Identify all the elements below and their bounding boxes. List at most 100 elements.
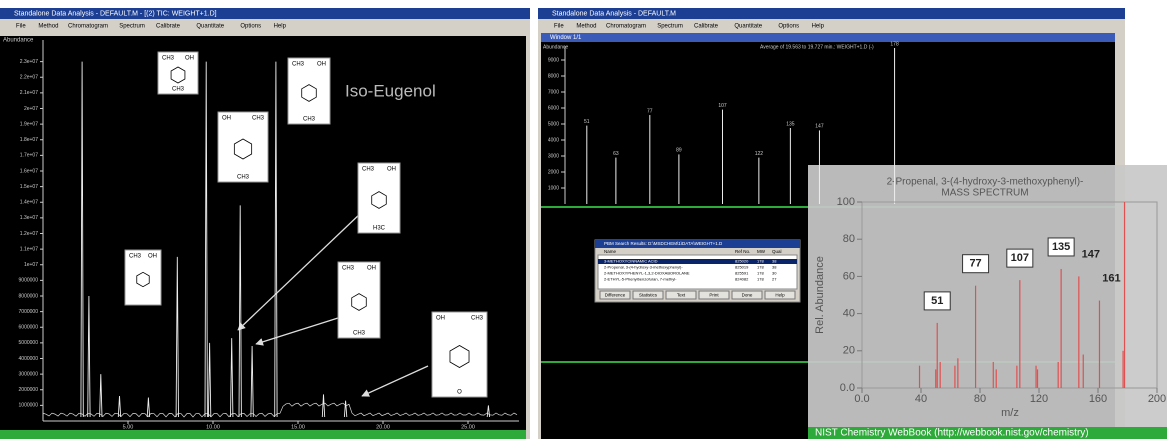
y-tick-label: 1.4e+07 — [20, 200, 38, 206]
y-tick-label: 7000 — [548, 89, 559, 95]
structure-label: CH3 — [172, 87, 185, 93]
menu-item[interactable]: Spectrum — [657, 24, 683, 30]
y-tick-label: 1.8e+07 — [20, 137, 38, 143]
x-tick-label: 5.00 — [123, 424, 134, 430]
y-axis-label: Rel. Abundance — [814, 256, 826, 334]
y-tick-label: 1.9e+07 — [20, 121, 38, 127]
structure-label: H3C — [373, 226, 386, 232]
menu-item[interactable]: Options — [240, 24, 261, 30]
menu-item[interactable]: Spectrum — [119, 24, 145, 30]
structure-label: OH — [317, 62, 326, 68]
subwindow-bar — [541, 33, 1115, 42]
window-title: Standalone Data Analysis - DEFAULT.M — [552, 10, 676, 17]
y-tick-label: 2000 — [548, 169, 559, 175]
y-tick-label: 100 — [837, 196, 855, 208]
button-label[interactable]: Statistics — [639, 293, 658, 298]
result-cell[interactable]: 30 — [772, 271, 777, 276]
result-cell[interactable]: 38 — [772, 265, 777, 270]
menu-item[interactable]: Chromatogram — [606, 24, 646, 30]
footer: NIST Chemistry WebBook (http://webbook.n… — [815, 428, 1089, 439]
y-tick-label: 1.1e+07 — [20, 246, 38, 252]
y-tick-label: 1.6e+07 — [20, 168, 38, 174]
structure-box — [358, 163, 400, 233]
x-axis-label: m/z — [1001, 407, 1019, 419]
result-cell[interactable]: 825019 — [735, 265, 749, 270]
result-cell[interactable]: 825591 — [735, 271, 749, 276]
peak-label: 51 — [931, 295, 943, 307]
menu-item[interactable]: Quantitate — [196, 24, 224, 30]
y-tick-label: 2.1e+07 — [20, 90, 38, 96]
y-tick-label: 2000000 — [19, 387, 39, 393]
peak-label: 77 — [647, 108, 653, 114]
peak-label: 135 — [1052, 241, 1070, 253]
structure-label: CH3 — [353, 331, 366, 337]
result-cell[interactable]: 178 — [757, 259, 764, 264]
window-title: Standalone Data Analysis - DEFAULT.M - [… — [14, 10, 217, 17]
y-tick-label: 4000000 — [19, 356, 39, 362]
y-tick-label: 5000 — [548, 121, 559, 127]
structure-label: OH — [222, 116, 231, 122]
peak-label: 147 — [1082, 248, 1100, 260]
structure-box — [218, 112, 268, 182]
y-axis-label: Abundance — [3, 38, 34, 44]
y-tick-label: 9000 — [548, 57, 559, 63]
x-tick-label: 20.00 — [376, 424, 390, 430]
structure-label: CH3 — [362, 167, 375, 173]
structure-label: OH — [367, 266, 376, 272]
menu-item[interactable]: File — [554, 24, 564, 30]
menu-item[interactable]: Method — [38, 24, 58, 30]
result-cell[interactable]: 178 — [757, 271, 764, 276]
button-label[interactable]: Help — [775, 293, 785, 298]
y-tick-label: 2e+07 — [24, 106, 38, 112]
button-label[interactable]: Text — [677, 293, 686, 298]
result-cell[interactable]: 2-Propenal, 3-(4-hydroxy-3-methoxyphenyl… — [604, 265, 683, 270]
y-tick-label: 2.2e+07 — [20, 75, 38, 81]
menu-item[interactable]: Calibrate — [694, 24, 719, 30]
button-label[interactable]: Difference — [605, 293, 626, 298]
result-cell[interactable]: 825020 — [735, 259, 749, 264]
menu-item[interactable]: Help — [812, 24, 825, 30]
result-cell[interactable]: 27 — [772, 277, 777, 282]
menu-item[interactable]: Options — [778, 24, 799, 30]
annotation: Iso-Eugenol — [345, 81, 436, 100]
menu-item[interactable]: File — [16, 24, 26, 30]
subwindow-title: Window 1/1 — [550, 35, 582, 41]
result-cell[interactable]: 3-METHOXYCINNAMIC ACID — [604, 259, 658, 264]
y-tick-label: 6000 — [548, 105, 559, 111]
menu-item[interactable]: Chromatogram — [68, 24, 108, 30]
menu-item[interactable]: Quantitate — [734, 24, 762, 30]
button-label[interactable]: Done — [742, 293, 753, 298]
y-tick-label: 40 — [843, 308, 855, 320]
y-tick-label: 1.2e+07 — [20, 231, 38, 237]
result-cell[interactable]: 38 — [772, 259, 777, 264]
result-cell[interactable]: 2-ETHYL-5-Phenylbenzofuran, 7-methyl- — [604, 277, 677, 282]
result-cell[interactable]: 178 — [757, 265, 764, 270]
structure-box — [432, 312, 487, 397]
x-tick-label: 15.00 — [291, 424, 305, 430]
y-tick-label: 80 — [843, 233, 855, 245]
result-cell[interactable]: 2-METHOXYPHENYL-1,3,2-DIOXABOROLANE — [604, 271, 690, 276]
peak-label: 63 — [613, 151, 619, 157]
structure-label: CH3 — [342, 266, 355, 272]
y-tick-label: 8000 — [548, 73, 559, 79]
y-tick-label: 9000000 — [19, 278, 39, 284]
column-header: Qual — [772, 249, 782, 254]
y-tick-label: 1e+07 — [24, 262, 38, 268]
y-tick-label: 8000000 — [19, 293, 39, 299]
result-cell[interactable]: 824082 — [735, 277, 749, 282]
dialog-title: PBM Search Results: D:\MSDCHEM\1\DATA\WE… — [604, 241, 723, 246]
menu-item[interactable]: Method — [576, 24, 596, 30]
structure-label: OH — [436, 316, 445, 322]
chart-title: 2-Propenal, 3-(4-hydroxy-3-methoxyphenyl… — [887, 177, 1084, 188]
result-cell[interactable]: 178 — [757, 277, 764, 282]
y-tick-label: 4000 — [548, 137, 559, 143]
menu-item[interactable]: Calibrate — [156, 24, 181, 30]
peak-label: 178 — [890, 41, 899, 47]
structure-box — [338, 262, 380, 338]
structure-label: CH3 — [162, 56, 175, 62]
y-tick-label: 3000000 — [19, 371, 39, 377]
menu-item[interactable]: Help — [274, 24, 287, 30]
structure-box — [288, 58, 330, 124]
button-label[interactable]: Print — [709, 293, 719, 298]
x-tick-label: 160 — [1089, 393, 1107, 405]
